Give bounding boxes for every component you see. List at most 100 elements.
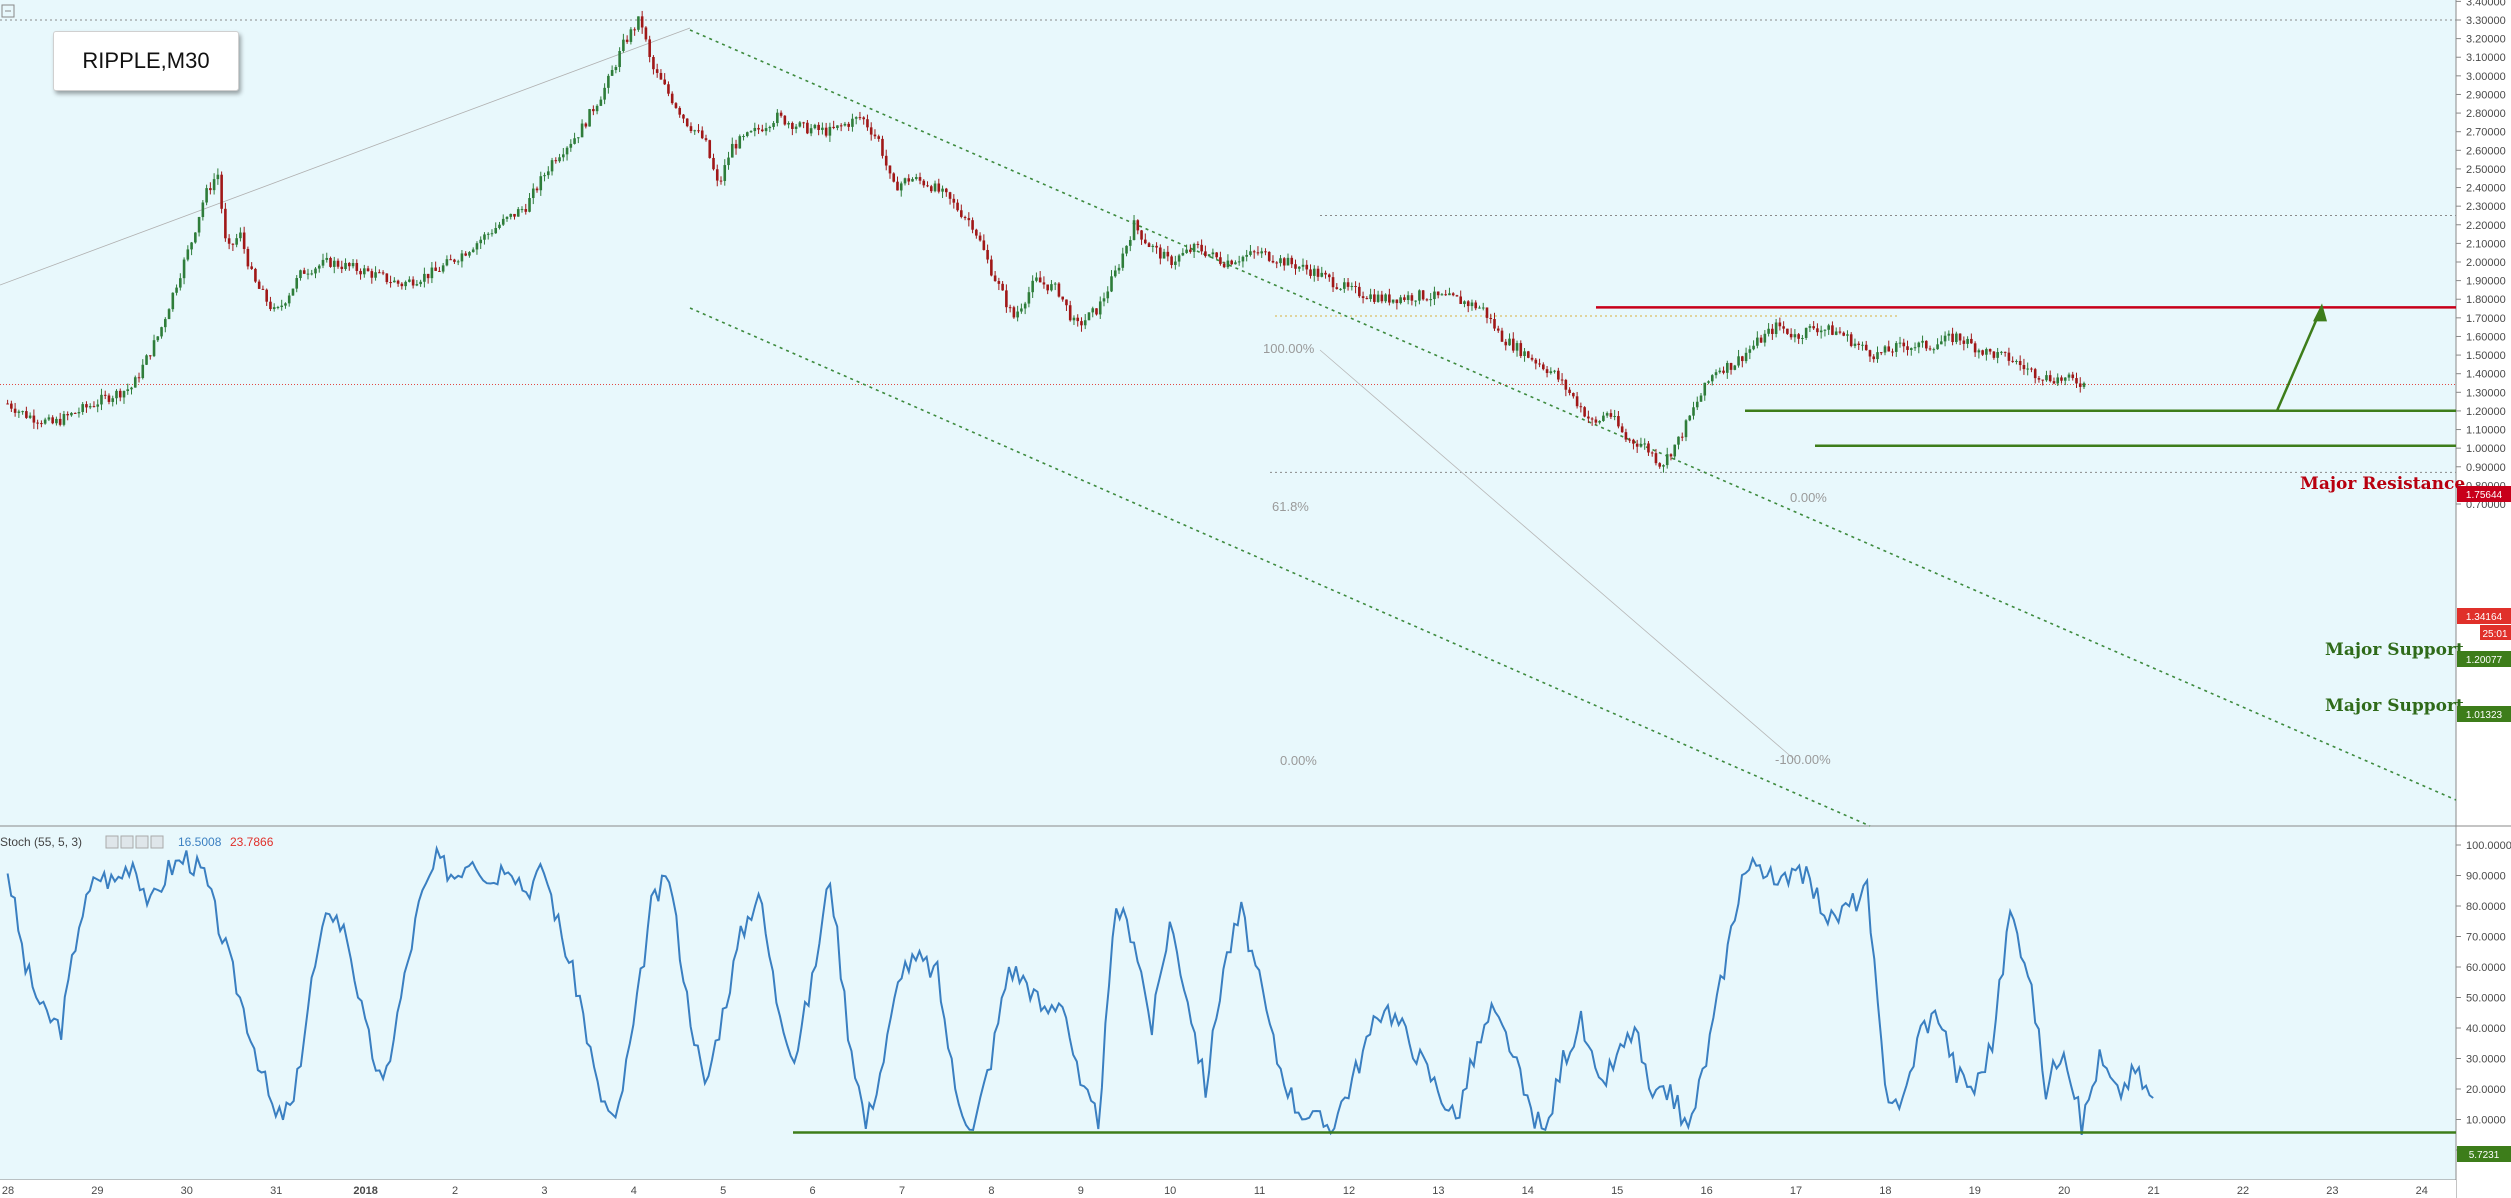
- price-tick-label: 3.00000: [2466, 71, 2506, 83]
- candle-body: [1789, 333, 1793, 338]
- candle-body: [483, 234, 486, 240]
- candle-body: [817, 124, 820, 130]
- candle-body: [36, 422, 39, 424]
- stoch-k-line: [6, 844, 2154, 1136]
- candle-body: [1587, 416, 1590, 419]
- candle-body: [1891, 351, 1894, 353]
- candle-body: [310, 273, 314, 275]
- candle-body: [1294, 264, 1297, 269]
- candle-body: [1583, 407, 1586, 417]
- chart-background: [0, 0, 2456, 1198]
- time-tick-label: 9: [1078, 1185, 1084, 1197]
- candle-body: [1046, 284, 1049, 291]
- price-tick-label: 3.30000: [2466, 15, 2506, 27]
- candle-body: [2071, 374, 2075, 379]
- candle-body: [1230, 260, 1233, 265]
- projection-arrow-head: [2313, 303, 2327, 322]
- candle-body: [1617, 416, 1620, 427]
- candle-body: [888, 165, 892, 174]
- candle-body: [171, 292, 175, 310]
- candle-body: [821, 127, 824, 130]
- candle-body: [336, 260, 340, 267]
- price-tick-label: 1.50000: [2466, 350, 2506, 362]
- candle-body: [1947, 333, 1951, 336]
- candle-body: [2018, 360, 2022, 366]
- projection-arrow-shaft: [2275, 310, 2322, 412]
- candle-body: [1339, 288, 1342, 290]
- candle-body: [396, 280, 400, 284]
- candle-body: [1421, 290, 1425, 300]
- collapse-icon[interactable]: [1, 4, 15, 18]
- time-tick-label: 31: [270, 1185, 282, 1197]
- candle-body: [1564, 379, 1568, 390]
- candle-body: [498, 224, 501, 229]
- candle-body: [1106, 291, 1110, 299]
- candle-body: [978, 235, 982, 241]
- legend-eye-icon[interactable]: [105, 835, 119, 849]
- candle-body: [971, 220, 974, 230]
- candle-body: [1680, 436, 1684, 438]
- candle-body: [862, 117, 865, 120]
- candle-body: [1185, 249, 1188, 253]
- candle-body: [1609, 413, 1613, 417]
- candle-body: [242, 232, 246, 249]
- candle-body: [997, 281, 1001, 284]
- candle-body: [1669, 454, 1673, 457]
- candle-body: [659, 72, 663, 80]
- candle-body: [212, 179, 216, 191]
- candle-body: [1557, 370, 1560, 380]
- candle-body: [1759, 337, 1763, 343]
- candle-body: [1590, 418, 1594, 420]
- candle-body: [1572, 393, 1575, 397]
- candle-body: [2003, 351, 2007, 353]
- candle-body: [520, 209, 524, 211]
- candle-body: [1320, 272, 1324, 277]
- candle-body: [727, 157, 730, 166]
- price-tick-label: 1.90000: [2466, 276, 2506, 288]
- legend-close-icon[interactable]: [150, 835, 164, 849]
- candle-body: [17, 411, 21, 413]
- stoch-tick-label: 80.0000: [2466, 901, 2506, 913]
- candle-body: [460, 253, 464, 262]
- candle-body: [1876, 352, 1879, 360]
- time-tick-label: 4: [631, 1185, 637, 1197]
- candle-body: [265, 289, 268, 302]
- legend-move-icon[interactable]: [135, 835, 149, 849]
- candle-body: [1211, 252, 1215, 255]
- legend-settings-icon[interactable]: [120, 835, 134, 849]
- candle-body: [325, 257, 329, 260]
- price-tag-support2: 1.01323: [2457, 706, 2511, 722]
- candle-body: [516, 209, 520, 217]
- price-tick-label: 2.90000: [2466, 89, 2506, 101]
- indicator-legend[interactable]: Stoch (55, 5, 3) 16.5008 23.7866: [0, 835, 274, 849]
- candle-body: [749, 131, 753, 133]
- fib-label-left-0: 0.00%: [1280, 753, 1317, 768]
- candle-body: [70, 412, 73, 416]
- candle-body: [190, 242, 193, 250]
- candle-body: [1174, 261, 1177, 265]
- candle-body: [164, 319, 167, 328]
- candle-body: [1008, 307, 1012, 309]
- candle-body: [479, 239, 483, 244]
- candle-body: [1177, 255, 1181, 262]
- candle-body: [783, 115, 787, 125]
- candle-body: [152, 340, 156, 357]
- price-tick-label: 2.10000: [2466, 238, 2506, 250]
- channel-lower-line: [689, 307, 1871, 827]
- candle-body: [847, 123, 850, 127]
- time-tick-label: 5: [720, 1185, 726, 1197]
- candle-body: [81, 404, 84, 412]
- candle-body: [1117, 267, 1121, 271]
- time-tick-label: 8: [988, 1185, 994, 1197]
- candle-body: [768, 126, 772, 129]
- candle-body: [1444, 294, 1447, 296]
- candle-body: [254, 268, 257, 282]
- candle-body: [1692, 407, 1695, 416]
- candle-body: [1038, 277, 1042, 283]
- candle-body: [329, 257, 332, 267]
- candle-body: [1838, 331, 1842, 333]
- candle-body: [734, 143, 738, 149]
- candle-body: [1361, 296, 1365, 299]
- candle-body: [986, 249, 989, 260]
